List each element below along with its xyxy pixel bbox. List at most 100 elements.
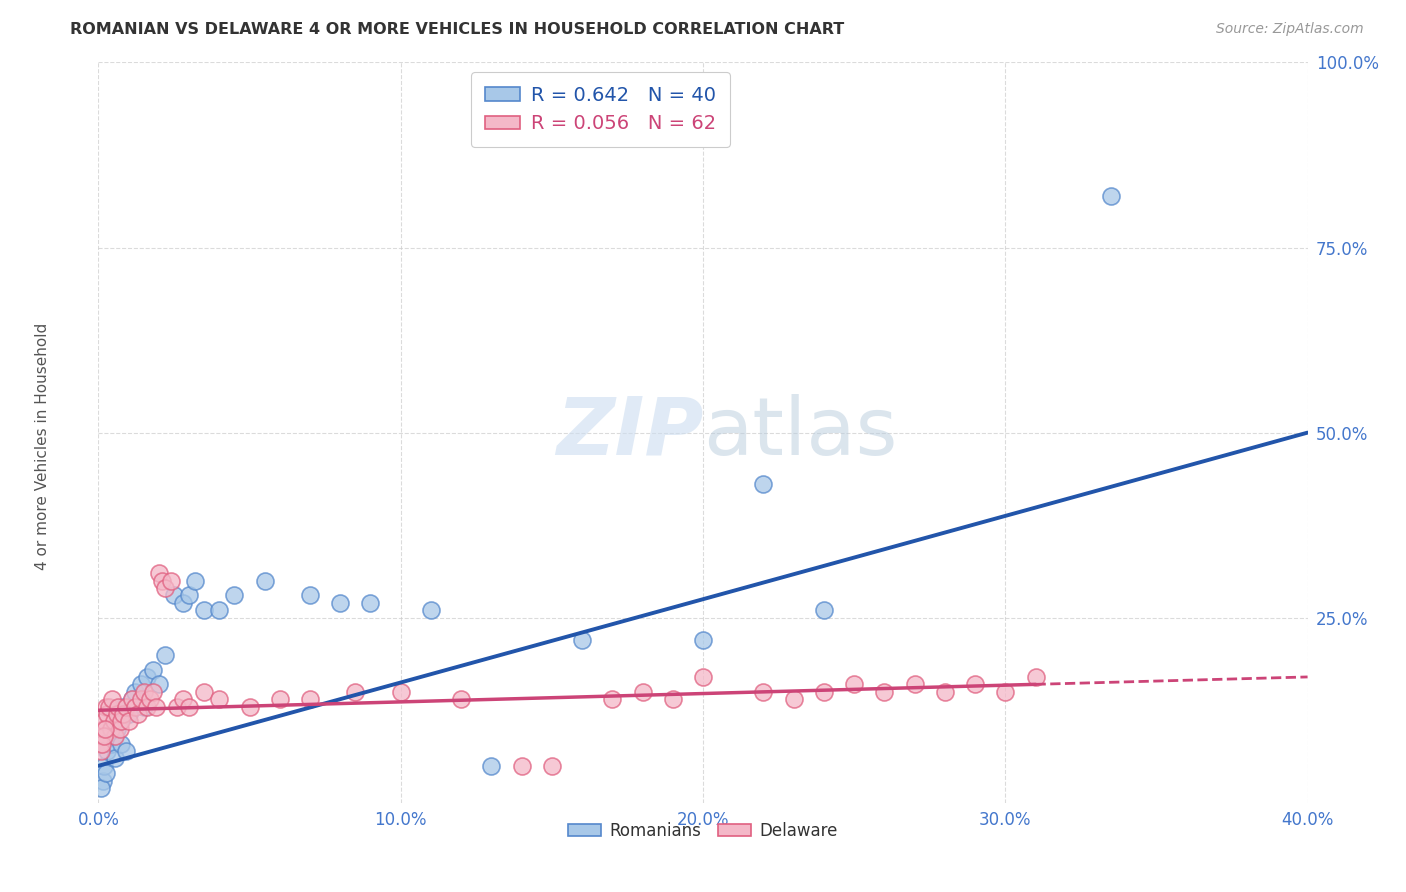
Point — [904, 677, 927, 691]
Point — [269, 692, 291, 706]
Point — [114, 744, 136, 758]
Point — [208, 603, 231, 617]
Point — [103, 714, 125, 729]
Point — [90, 729, 112, 743]
Text: Source: ZipAtlas.com: Source: ZipAtlas.com — [1216, 22, 1364, 37]
Point — [813, 685, 835, 699]
Point — [344, 685, 367, 699]
Point — [389, 685, 412, 699]
Point — [94, 722, 117, 736]
Point — [124, 699, 146, 714]
Point — [299, 589, 322, 603]
Legend: Romanians, Delaware: Romanians, Delaware — [561, 815, 845, 847]
Point — [661, 692, 683, 706]
Point — [104, 729, 127, 743]
Text: atlas: atlas — [703, 393, 897, 472]
Point — [329, 596, 352, 610]
Point — [510, 758, 533, 772]
Point — [139, 692, 162, 706]
Point — [160, 574, 183, 588]
Point — [91, 737, 114, 751]
Point — [91, 722, 114, 736]
Point — [1099, 188, 1122, 202]
Point — [420, 603, 443, 617]
Point — [481, 758, 503, 772]
Text: 4 or more Vehicles in Household: 4 or more Vehicles in Household — [35, 322, 49, 570]
Point — [631, 685, 654, 699]
Point — [153, 581, 176, 595]
Point — [965, 677, 987, 691]
Point — [105, 722, 128, 736]
Point — [118, 714, 141, 729]
Point — [148, 677, 170, 691]
Point — [118, 706, 141, 721]
Point — [129, 677, 152, 691]
Point — [129, 692, 152, 706]
Point — [105, 706, 128, 721]
Point — [208, 692, 231, 706]
Point — [172, 692, 194, 706]
Point — [98, 699, 121, 714]
Point — [110, 737, 132, 751]
Point — [193, 603, 215, 617]
Point — [90, 744, 112, 758]
Point — [239, 699, 262, 714]
Point — [571, 632, 593, 647]
Point — [135, 670, 157, 684]
Point — [135, 699, 157, 714]
Point — [360, 596, 382, 610]
Point — [108, 722, 131, 736]
Point — [121, 692, 143, 706]
Point — [148, 566, 170, 581]
Point — [193, 685, 215, 699]
Point — [114, 699, 136, 714]
Point — [1024, 670, 1046, 684]
Point — [132, 685, 155, 699]
Point — [873, 685, 896, 699]
Point — [179, 699, 201, 714]
Text: ROMANIAN VS DELAWARE 4 OR MORE VEHICLES IN HOUSEHOLD CORRELATION CHART: ROMANIAN VS DELAWARE 4 OR MORE VEHICLES … — [70, 22, 845, 37]
Point — [153, 648, 176, 662]
Point — [253, 574, 276, 588]
Point — [111, 706, 134, 721]
Point — [93, 714, 115, 729]
Point — [692, 670, 714, 684]
Point — [142, 685, 165, 699]
Point — [121, 692, 143, 706]
Point — [172, 596, 194, 610]
Point — [450, 692, 472, 706]
Point — [96, 744, 118, 758]
Point — [540, 758, 562, 772]
Point — [163, 589, 186, 603]
Point — [93, 758, 115, 772]
Point — [111, 699, 134, 714]
Point — [93, 729, 115, 743]
Point — [101, 692, 124, 706]
Point — [94, 766, 117, 780]
Point — [752, 477, 775, 491]
Point — [179, 589, 201, 603]
Point — [844, 677, 866, 691]
Point — [783, 692, 806, 706]
Point — [145, 699, 167, 714]
Point — [94, 699, 117, 714]
Point — [752, 685, 775, 699]
Point — [107, 699, 129, 714]
Point — [813, 603, 835, 617]
Point — [100, 722, 122, 736]
Point — [224, 589, 246, 603]
Point — [994, 685, 1017, 699]
Point — [124, 685, 146, 699]
Point — [132, 699, 155, 714]
Point — [96, 706, 118, 721]
Point — [166, 699, 188, 714]
Point — [110, 714, 132, 729]
Point — [142, 663, 165, 677]
Point — [89, 737, 111, 751]
Text: ZIP: ZIP — [555, 393, 703, 472]
Point — [692, 632, 714, 647]
Point — [103, 729, 125, 743]
Point — [100, 737, 122, 751]
Point — [184, 574, 207, 588]
Point — [602, 692, 624, 706]
